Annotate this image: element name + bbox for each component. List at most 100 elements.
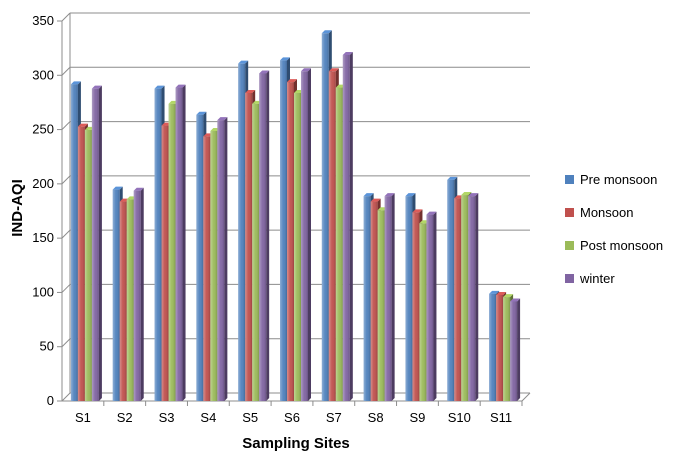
bar-shading	[210, 131, 218, 401]
x-tick-label: S11	[490, 410, 512, 425]
x-tick-label: S8	[368, 410, 384, 425]
bar-shading	[287, 82, 294, 402]
floor-edge	[521, 392, 531, 402]
bar-top	[447, 176, 458, 180]
gridline-side	[61, 229, 71, 239]
bar-top	[245, 90, 256, 93]
bar-shading	[489, 293, 497, 401]
y-tick-label: 250	[32, 122, 54, 137]
bar-shading	[70, 84, 78, 402]
bar-shading	[133, 190, 141, 401]
legend-swatch	[565, 175, 574, 184]
bar-side	[266, 70, 270, 401]
gridline-side	[61, 338, 71, 348]
gridline-side	[61, 175, 71, 185]
bar-shading	[77, 126, 85, 402]
bar-shading	[119, 201, 127, 401]
bar-shading	[168, 103, 176, 401]
bars	[70, 30, 521, 402]
bar-shading	[503, 297, 511, 401]
bar-shading	[328, 71, 336, 402]
bar-shading	[84, 129, 92, 401]
bar-shading	[252, 103, 260, 401]
bar-shading	[419, 223, 427, 401]
bar-shading	[217, 120, 225, 402]
bar-top	[238, 60, 249, 64]
bar-shading	[468, 196, 476, 401]
legend-label: winter	[579, 271, 615, 286]
bar-side	[433, 211, 437, 401]
bar-S10-winter	[468, 193, 479, 401]
legend-swatch	[565, 208, 574, 217]
x-tick-label: S5	[242, 410, 258, 425]
bar-top	[77, 123, 88, 127]
bar-S1-winter	[91, 85, 102, 402]
bar-shading	[238, 63, 246, 401]
bar-side	[140, 187, 144, 401]
legend-label: Pre monsoon	[580, 172, 657, 187]
bar-shading	[405, 196, 413, 401]
bar-shading	[161, 125, 169, 402]
y-axis-title: IND-AQI	[9, 179, 26, 237]
bar-shading	[245, 93, 253, 401]
bar-top	[196, 111, 207, 115]
bar-shading	[496, 294, 504, 401]
bar-S5-winter	[259, 70, 270, 401]
bar-side	[517, 298, 521, 401]
gridline-side	[61, 66, 71, 76]
bar-shading	[203, 136, 211, 401]
bar-shading	[294, 93, 301, 401]
bar-shading	[196, 114, 204, 401]
x-tick-label: S10	[448, 410, 471, 425]
bar-shading	[259, 73, 267, 401]
bar-top	[461, 192, 472, 196]
bar-top	[301, 68, 311, 72]
bar-shading	[321, 33, 329, 402]
bar-shading	[426, 214, 434, 401]
y-tick-label: 200	[32, 176, 54, 191]
y-tick-label: 100	[32, 284, 54, 299]
bar-shading	[370, 201, 378, 401]
y-tick-label: 300	[32, 67, 54, 82]
bar-top	[426, 211, 437, 215]
bar-shading	[510, 301, 518, 401]
bar-top	[363, 193, 374, 197]
bar-shading	[335, 87, 343, 402]
bar-shading	[384, 196, 392, 401]
bar-top	[489, 290, 500, 294]
x-tick-label: S7	[326, 410, 342, 425]
legend-label: Post monsoon	[580, 238, 663, 253]
legend: Pre monsoon Monsoon Post monsoon winter	[565, 172, 663, 286]
bar-side	[98, 85, 102, 402]
bar-side	[349, 52, 353, 401]
bar-shading	[175, 87, 183, 402]
bar-S11-winter	[510, 298, 521, 401]
legend-swatch	[565, 241, 574, 250]
y-tick-labels: 0 50 100 150 200 250 300 350	[32, 13, 54, 408]
bar-shading	[447, 179, 455, 401]
x-tick-label: S6	[284, 410, 300, 425]
bar-top	[503, 294, 514, 298]
legend-label: Monsoon	[580, 205, 633, 220]
legend-item: Post monsoon	[565, 238, 663, 253]
bar-S3-winter	[175, 84, 186, 402]
y-tick-label: 50	[40, 339, 54, 354]
bar-S7-winter	[342, 52, 353, 401]
bar-side	[182, 84, 186, 402]
legend-item: Pre monsoon	[565, 172, 657, 187]
gridline-side	[61, 121, 71, 130]
bar-side	[391, 193, 395, 401]
bar-shading	[126, 199, 134, 401]
bar-side	[224, 117, 228, 402]
bar-top	[342, 52, 353, 55]
bar-top	[259, 70, 270, 74]
bar-top	[370, 198, 381, 202]
bar-top	[384, 193, 395, 197]
bar-S2-winter	[133, 187, 144, 401]
bar-shading	[154, 88, 162, 402]
bar-top	[405, 193, 416, 197]
x-axis-title: Sampling Sites	[242, 435, 350, 452]
y-tick-label: 150	[32, 230, 54, 245]
bar-shading	[454, 198, 462, 401]
